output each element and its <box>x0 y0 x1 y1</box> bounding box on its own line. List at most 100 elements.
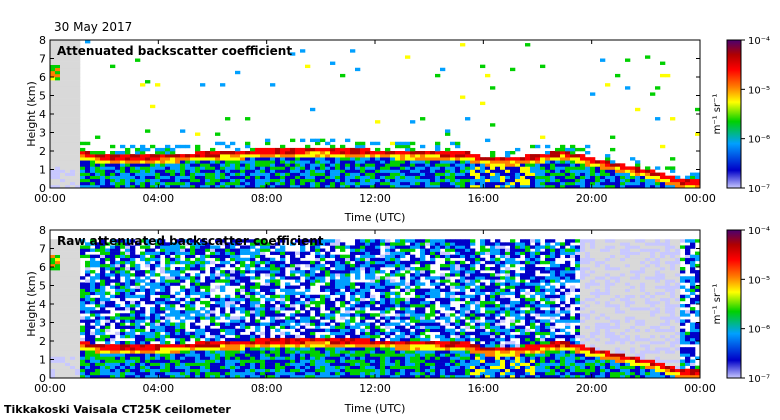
heatmap-cell <box>260 337 266 342</box>
heatmap-cell <box>275 184 281 188</box>
heatmap-cell <box>415 307 421 311</box>
heatmap-cell <box>310 169 316 173</box>
heatmap-cell <box>510 157 516 161</box>
heatmap-cell <box>265 365 271 370</box>
heatmap-cell <box>585 144 591 149</box>
heatmap-cell <box>70 70 76 75</box>
heatmap-cell <box>460 151 466 155</box>
heatmap-cell <box>80 331 86 336</box>
heatmap-cell <box>65 276 71 280</box>
heatmap-cell <box>240 160 246 164</box>
heatmap-cell <box>555 166 561 170</box>
heatmap-cell <box>410 350 416 354</box>
heatmap-cell <box>350 359 356 363</box>
heatmap-cell <box>90 282 96 286</box>
heatmap-cell <box>280 154 286 158</box>
heatmap-cell <box>95 285 101 289</box>
heatmap-cell <box>435 359 441 363</box>
heatmap-cell <box>390 270 396 274</box>
heatmap-cell <box>620 178 626 183</box>
heatmap-cell <box>65 117 71 121</box>
heatmap-cell <box>475 184 481 188</box>
heatmap-cell <box>215 169 221 173</box>
heatmap-cell <box>90 362 96 366</box>
heatmap-cell <box>460 160 466 164</box>
heatmap-cell <box>60 151 66 155</box>
heatmap-cell <box>400 288 406 292</box>
heatmap-cell <box>70 251 76 255</box>
heatmap-cell <box>365 365 371 370</box>
heatmap-cell <box>310 184 316 188</box>
heatmap-cell <box>285 334 291 339</box>
heatmap-cell <box>110 374 116 378</box>
heatmap-cell <box>200 160 206 164</box>
heatmap-cell <box>320 347 326 351</box>
heatmap-cell <box>430 356 436 360</box>
heatmap-cell <box>440 166 446 170</box>
heatmap-cell <box>345 322 351 326</box>
heatmap-cell <box>150 334 156 339</box>
heatmap-cell <box>455 353 461 357</box>
heatmap-cell <box>300 300 306 305</box>
heatmap-cell <box>125 276 131 280</box>
heatmap-cell <box>295 322 301 326</box>
heatmap-cell <box>255 260 261 265</box>
heatmap-cell <box>170 328 176 333</box>
heatmap-cell <box>430 313 436 317</box>
heatmap-cell <box>120 251 126 255</box>
heatmap-cell <box>305 297 311 302</box>
heatmap-cell <box>465 151 471 155</box>
heatmap-cell <box>370 267 376 271</box>
heatmap-cell <box>395 285 401 289</box>
heatmap-cell <box>375 300 381 305</box>
heatmap-cell <box>405 157 411 161</box>
heatmap-cell <box>300 147 306 152</box>
heatmap-cell <box>335 325 341 329</box>
heatmap-cell <box>505 172 511 176</box>
heatmap-cell <box>175 291 181 296</box>
heatmap-cell <box>375 166 381 170</box>
heatmap-cell <box>250 319 256 323</box>
heatmap-cell <box>195 267 201 271</box>
heatmap-cell <box>425 350 431 354</box>
heatmap-cell <box>395 141 401 146</box>
heatmap-cell <box>310 316 316 320</box>
heatmap-cell <box>70 365 76 370</box>
heatmap-cell <box>475 181 481 186</box>
heatmap-cell <box>270 157 276 161</box>
heatmap-cell <box>200 270 206 274</box>
heatmap-cell <box>315 184 321 188</box>
heatmap-cell <box>615 181 621 186</box>
heatmap-cell <box>130 365 136 370</box>
heatmap-cell <box>95 353 101 357</box>
heatmap-cell <box>175 175 181 180</box>
heatmap-cell <box>265 297 271 302</box>
heatmap-cell <box>100 160 106 164</box>
heatmap-cell <box>120 144 126 149</box>
heatmap-cell <box>125 350 131 354</box>
heatmap-cell <box>460 331 466 336</box>
heatmap-cell <box>65 288 71 292</box>
heatmap-cell <box>100 260 106 265</box>
heatmap-cell <box>230 316 236 320</box>
heatmap-cell <box>125 154 131 158</box>
heatmap-cell <box>150 328 156 333</box>
heatmap-cell <box>220 254 226 259</box>
heatmap-cell <box>315 347 321 351</box>
heatmap-cell <box>340 300 346 305</box>
heatmap-cell <box>280 239 286 243</box>
heatmap-cell <box>375 334 381 339</box>
heatmap-cell <box>330 273 336 277</box>
heatmap-cell <box>330 350 336 354</box>
heatmap-cell <box>185 160 191 164</box>
heatmap-cell <box>70 245 76 249</box>
heatmap-cell <box>260 254 266 259</box>
heatmap-cell <box>405 337 411 342</box>
heatmap-cell <box>355 310 361 314</box>
heatmap-cell <box>180 154 186 158</box>
heatmap-cell <box>65 239 71 243</box>
heatmap-cell <box>310 154 316 158</box>
heatmap-cell <box>235 297 241 302</box>
heatmap-cell <box>340 157 346 161</box>
heatmap-cell <box>55 279 61 283</box>
